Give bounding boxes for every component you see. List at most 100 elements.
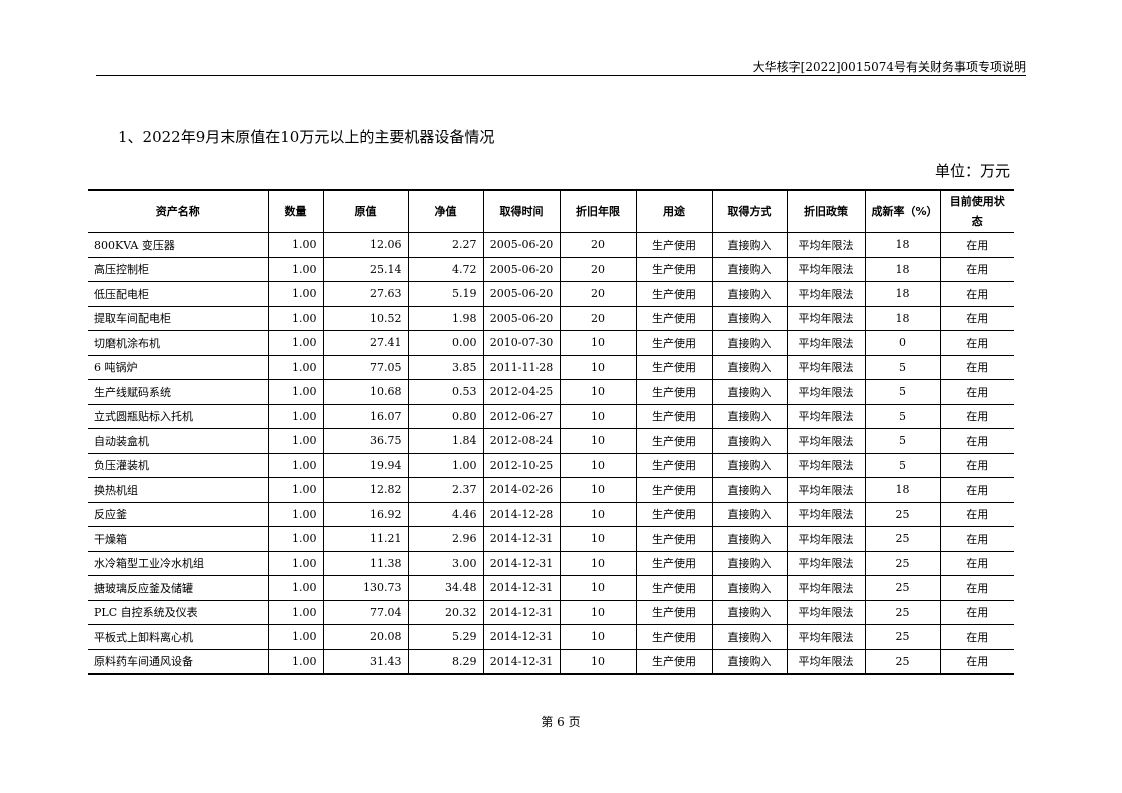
table-cell: 2012-06-27 (482, 403, 561, 429)
table-cell: 平均年限法 (786, 305, 866, 331)
table-cell: 20 (559, 232, 637, 258)
table-cell: 生产使用 (635, 330, 713, 356)
table-cell: 平均年限法 (786, 256, 866, 282)
table-cell: 在用 (939, 477, 1014, 503)
table-cell: 10 (559, 403, 637, 429)
table-cell: 8.29 (407, 648, 484, 675)
table-row: 自动装盒机 1.00 36.75 1.84 2012-08-24 10 生产使用 直接购入 平均… (88, 428, 1014, 454)
table-cell: 切磨机涂布机 (88, 330, 269, 356)
table-cell: 1.00 (267, 648, 324, 675)
table-cell: 在用 (939, 452, 1014, 478)
table-cell: 18 (864, 281, 941, 307)
table-cell: 1.00 (407, 452, 484, 478)
table-cell: 生产使用 (635, 379, 713, 405)
table-cell: 生产使用 (635, 281, 713, 307)
table-cell: 平均年限法 (786, 575, 866, 601)
page-number: 第 6 页 (541, 715, 581, 729)
table-cell: 20.32 (407, 599, 484, 625)
table-cell: 10 (559, 477, 637, 503)
table-cell: PLC 自控系统及仪表 (88, 599, 269, 625)
table-cell: 反应釜 (88, 501, 269, 527)
table-cell: 直接购入 (711, 526, 788, 552)
table-cell: 1.00 (267, 354, 324, 380)
unit-label: 单位：万元 (934, 162, 1010, 180)
table-cell: 31.43 (322, 648, 409, 675)
table-row: 提取车间配电柜 1.00 10.52 1.98 2005-06-20 20 生产使用 直接购入… (88, 305, 1014, 331)
table-cell: 5 (864, 403, 941, 429)
table-cell: 1.00 (267, 428, 324, 454)
table-cell: 10 (559, 501, 637, 527)
table-cell: 直接购入 (711, 624, 788, 650)
table-cell: 直接购入 (711, 501, 788, 527)
table-cell: 16.92 (322, 501, 409, 527)
table-cell: 平均年限法 (786, 354, 866, 380)
table-cell: 直接购入 (711, 428, 788, 454)
table-cell: 低压配电柜 (88, 281, 269, 307)
column-header: 折旧政策 (786, 189, 866, 233)
table-cell: 直接购入 (711, 452, 788, 478)
table-cell: 10 (559, 354, 637, 380)
table-cell: 生产使用 (635, 477, 713, 503)
table-cell: 20 (559, 305, 637, 331)
table-cell: 生产使用 (635, 256, 713, 282)
table-cell: 直接购入 (711, 379, 788, 405)
table-cell: 生产使用 (635, 550, 713, 576)
table-cell: 在用 (939, 232, 1014, 258)
table-cell: 直接购入 (711, 232, 788, 258)
table-cell: 干燥箱 (88, 526, 269, 552)
table-cell: 在用 (939, 624, 1014, 650)
table-cell: 在用 (939, 501, 1014, 527)
table-cell: 10 (559, 330, 637, 356)
table-cell: 生产使用 (635, 501, 713, 527)
table-row: 原料药车间通风设备 1.00 31.43 8.29 2014-12-31 10 生产使用 直接… (88, 648, 1014, 675)
table-cell: 10 (559, 379, 637, 405)
table-cell: 0.80 (407, 403, 484, 429)
table-cell: 3.00 (407, 550, 484, 576)
running-header: 大华核字[2022]0015074号有关财务事项专项说明 (752, 60, 1026, 74)
table-cell: 在用 (939, 305, 1014, 331)
table-cell: 直接购入 (711, 354, 788, 380)
table-cell: 在用 (939, 330, 1014, 356)
table-row: 换热机组 1.00 12.82 2.37 2014-02-26 10 生产使用 直接购入 平均年… (88, 477, 1014, 503)
table-cell: 25 (864, 550, 941, 576)
table-cell: 36.75 (322, 428, 409, 454)
column-header: 净值 (407, 189, 484, 233)
table-cell: 1.84 (407, 428, 484, 454)
column-header: 成新率（%） (864, 189, 941, 233)
table-cell: 4.72 (407, 256, 484, 282)
table-cell: 1.00 (267, 452, 324, 478)
table-cell: 5 (864, 354, 941, 380)
table-cell: 18 (864, 305, 941, 331)
table-cell: 2014-12-31 (482, 599, 561, 625)
table-cell: 直接购入 (711, 648, 788, 675)
table-cell: 18 (864, 477, 941, 503)
table-cell: 19.94 (322, 452, 409, 478)
table-cell: 平均年限法 (786, 624, 866, 650)
table-cell: 直接购入 (711, 575, 788, 601)
table-cell: 10 (559, 452, 637, 478)
table-cell: 27.41 (322, 330, 409, 356)
table-cell: 1.00 (267, 599, 324, 625)
table-cell: 10 (559, 428, 637, 454)
table-cell: 平均年限法 (786, 599, 866, 625)
table-cell: 27.63 (322, 281, 409, 307)
table-cell: 2.96 (407, 526, 484, 552)
table-cell: 在用 (939, 648, 1014, 675)
table-cell: 2014-12-31 (482, 575, 561, 601)
table-cell: 平均年限法 (786, 428, 866, 454)
table-cell: 换热机组 (88, 477, 269, 503)
table-cell: 77.05 (322, 354, 409, 380)
table-row: 干燥箱 1.00 11.21 2.96 2014-12-31 10 生产使用 直接购入 平均年限… (88, 526, 1014, 552)
table-cell: 5.19 (407, 281, 484, 307)
table-cell: 3.85 (407, 354, 484, 380)
table-cell: 高压控制柜 (88, 256, 269, 282)
table-cell: 生产使用 (635, 428, 713, 454)
table-cell: 1.00 (267, 477, 324, 503)
table-cell: 25 (864, 599, 941, 625)
table-cell: 2005-06-20 (482, 232, 561, 258)
table-cell: 12.82 (322, 477, 409, 503)
table-cell: 10.68 (322, 379, 409, 405)
table-cell: 平均年限法 (786, 501, 866, 527)
table-cell: 2014-12-31 (482, 550, 561, 576)
